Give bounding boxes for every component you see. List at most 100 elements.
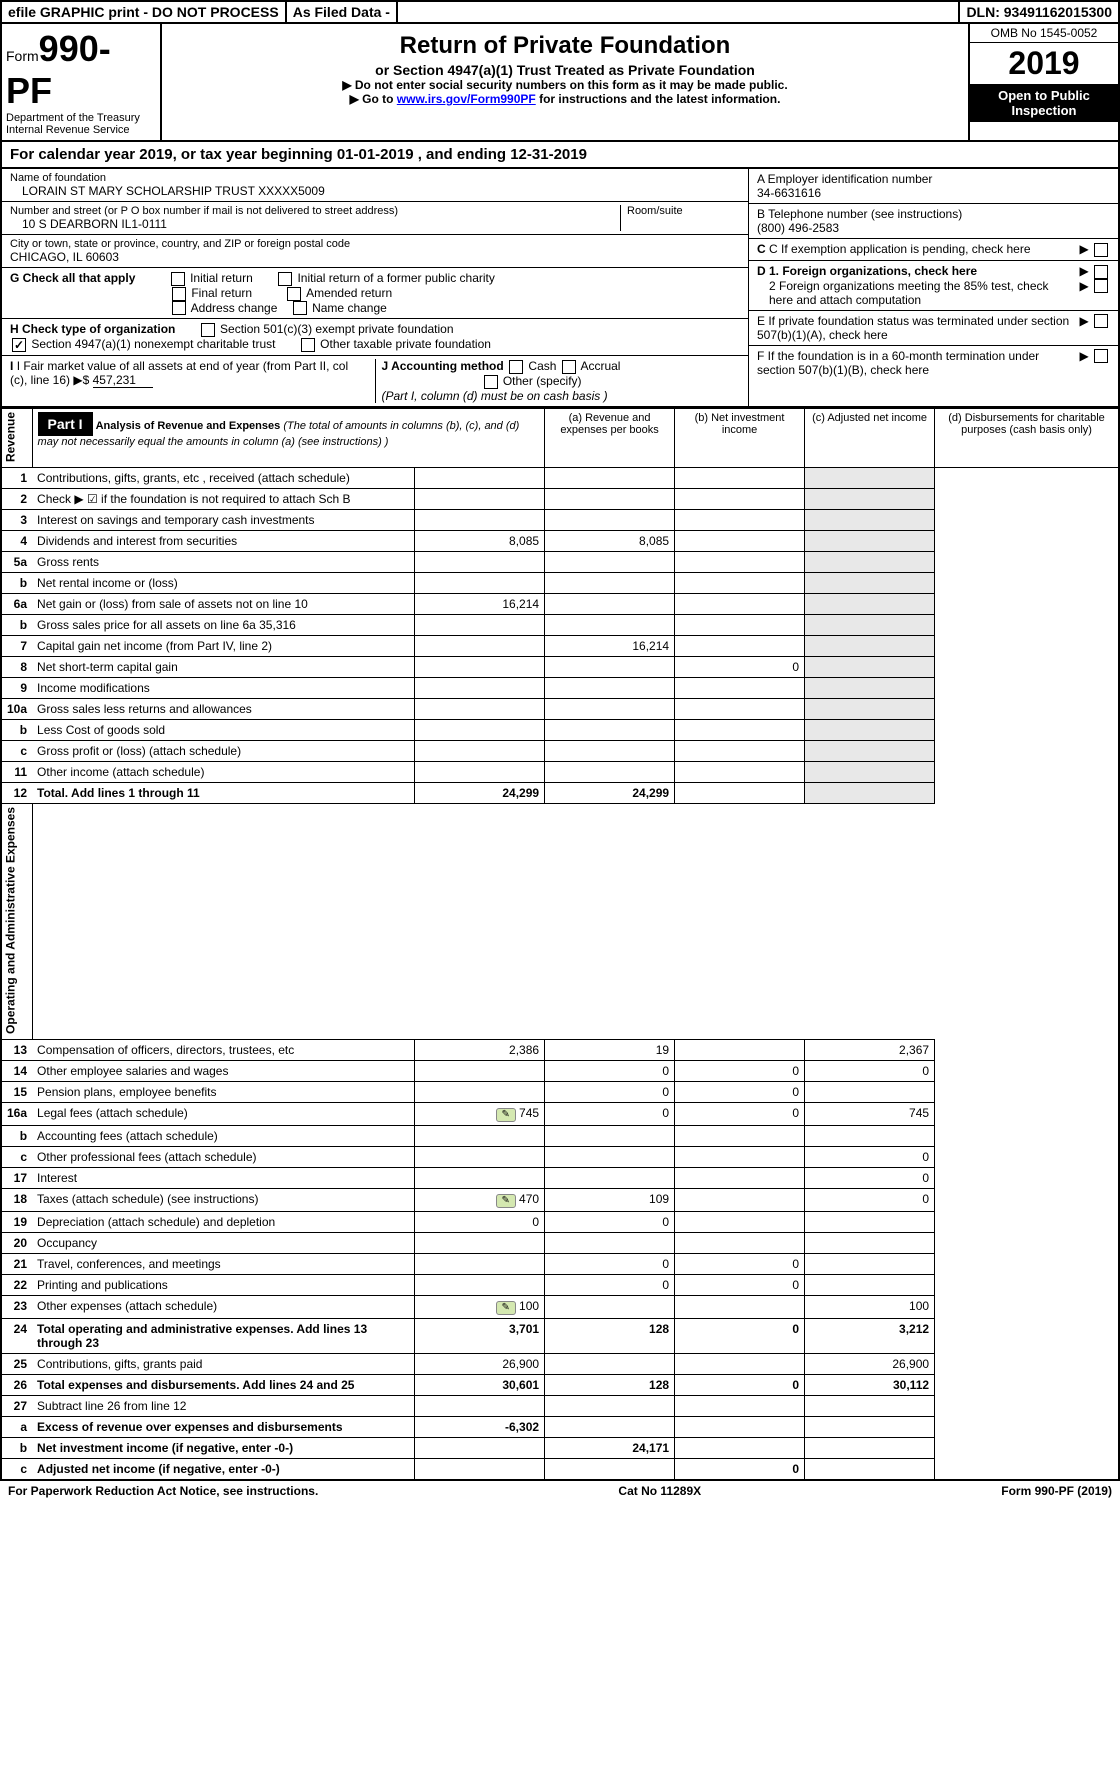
line-number: b: [1, 719, 32, 740]
table-row: 7 Capital gain net income (from Part IV,…: [1, 635, 1119, 656]
col-d-value: [805, 635, 935, 656]
col-a-value: [415, 1458, 545, 1480]
col-a-value: 30,601: [415, 1374, 545, 1395]
col-c-value: [675, 1125, 805, 1146]
attachment-icon[interactable]: ✎: [496, 1301, 516, 1315]
line-number: 24: [1, 1318, 32, 1353]
col-a-value: [415, 1081, 545, 1102]
dept-label: Department of the Treasury: [6, 112, 156, 124]
col-c-value: [675, 719, 805, 740]
col-d-value: [805, 1395, 935, 1416]
line-number: 8: [1, 656, 32, 677]
table-row: c Adjusted net income (if negative, ente…: [1, 1458, 1119, 1480]
line-description: Adjusted net income (if negative, enter …: [32, 1458, 415, 1480]
col-c-value: [675, 572, 805, 593]
checkbox-d1[interactable]: [1094, 265, 1108, 279]
col-b-value: [545, 1125, 675, 1146]
attachment-icon[interactable]: ✎: [496, 1194, 516, 1208]
col-b-value: [545, 1295, 675, 1318]
col-a-value: 24,299: [415, 782, 545, 803]
table-row: b Accounting fees (attach schedule): [1, 1125, 1119, 1146]
table-row: 3 Interest on savings and temporary cash…: [1, 509, 1119, 530]
as-filed-label: As Filed Data -: [287, 2, 398, 22]
line-description: Travel, conferences, and meetings: [32, 1253, 415, 1274]
checkbox-name-change[interactable]: [293, 301, 307, 315]
tax-year: 2019: [970, 43, 1118, 84]
line-description: Net rental income or (loss): [32, 572, 415, 593]
checkbox-initial-former[interactable]: [278, 272, 292, 286]
col-c-value: [675, 677, 805, 698]
col-c-value: [675, 1211, 805, 1232]
table-row: c Other professional fees (attach schedu…: [1, 1146, 1119, 1167]
line-number: c: [1, 1146, 32, 1167]
checkbox-cash[interactable]: [509, 360, 523, 374]
col-d-value: 26,900: [805, 1353, 935, 1374]
col-d-value: 100: [805, 1295, 935, 1318]
col-d-value: [805, 614, 935, 635]
checkbox-address-change[interactable]: [172, 301, 186, 315]
section-c: C C If exemption application is pending,…: [749, 239, 1118, 261]
form-prefix: Form: [6, 48, 39, 64]
checkbox-d2[interactable]: [1094, 279, 1108, 293]
irs-link[interactable]: www.irs.gov/Form990PF: [397, 92, 536, 106]
line-description: Net gain or (loss) from sale of assets n…: [32, 593, 415, 614]
table-row: 1 Contributions, gifts, grants, etc , re…: [1, 467, 1119, 488]
line-number: 2: [1, 488, 32, 509]
col-a-value: [415, 761, 545, 782]
col-b-value: 24,299: [545, 782, 675, 803]
col-c-value: 0: [675, 1102, 805, 1125]
checkbox-4947a1[interactable]: [12, 338, 26, 352]
col-c-value: [675, 530, 805, 551]
checkbox-other-taxable[interactable]: [301, 338, 315, 352]
table-row: 5a Gross rents: [1, 551, 1119, 572]
footer-right: Form 990-PF (2019): [1001, 1484, 1112, 1498]
col-c-value: 0: [675, 656, 805, 677]
line-description: Depreciation (attach schedule) and deple…: [32, 1211, 415, 1232]
table-row: a Excess of revenue over expenses and di…: [1, 1416, 1119, 1437]
line-description: Legal fees (attach schedule): [32, 1102, 415, 1125]
checkbox-initial-return[interactable]: [171, 272, 185, 286]
col-d-value: 0: [805, 1060, 935, 1081]
checkbox-accrual[interactable]: [562, 360, 576, 374]
col-b-value: 0: [545, 1253, 675, 1274]
line-number: 7: [1, 635, 32, 656]
checkbox-501c3[interactable]: [201, 323, 215, 337]
checkbox-f[interactable]: [1094, 349, 1108, 363]
col-b-value: 19: [545, 1039, 675, 1060]
line-description: Printing and publications: [32, 1274, 415, 1295]
col-c-value: [675, 488, 805, 509]
col-c-value: [675, 1039, 805, 1060]
line-description: Total. Add lines 1 through 11: [32, 782, 415, 803]
col-a-value: 26,900: [415, 1353, 545, 1374]
section-f: F If the foundation is in a 60-month ter…: [749, 346, 1118, 380]
checkbox-other-method[interactable]: [484, 375, 498, 389]
checkbox-e[interactable]: [1094, 314, 1108, 328]
col-d-value: [805, 530, 935, 551]
line-number: 23: [1, 1295, 32, 1318]
col-a-value: [415, 1125, 545, 1146]
footer-center: Cat No 11289X: [618, 1484, 701, 1498]
col-c-value: [675, 761, 805, 782]
line-number: c: [1, 740, 32, 761]
col-a-value: [415, 614, 545, 635]
line-description: Total expenses and disbursements. Add li…: [32, 1374, 415, 1395]
table-row: 21 Travel, conferences, and meetings 0 0: [1, 1253, 1119, 1274]
checkbox-amended[interactable]: [287, 287, 301, 301]
line-number: 25: [1, 1353, 32, 1374]
col-c-header: (c) Adjusted net income: [805, 408, 935, 467]
col-c-value: [675, 1188, 805, 1211]
checkbox-final-return[interactable]: [172, 287, 186, 301]
header-right: OMB No 1545-0052 2019 Open to Public Ins…: [968, 24, 1118, 140]
col-d-value: 0: [805, 1167, 935, 1188]
col-b-value: [545, 1395, 675, 1416]
col-d-value: [805, 677, 935, 698]
table-row: 17 Interest 0: [1, 1167, 1119, 1188]
attachment-icon[interactable]: ✎: [496, 1108, 516, 1122]
col-d-value: [805, 467, 935, 488]
col-a-value: [415, 1060, 545, 1081]
col-c-value: 0: [675, 1458, 805, 1480]
col-a-value: [415, 698, 545, 719]
checkbox-c[interactable]: [1094, 243, 1108, 257]
col-d-value: [805, 488, 935, 509]
line-description: Gross profit or (loss) (attach schedule): [32, 740, 415, 761]
